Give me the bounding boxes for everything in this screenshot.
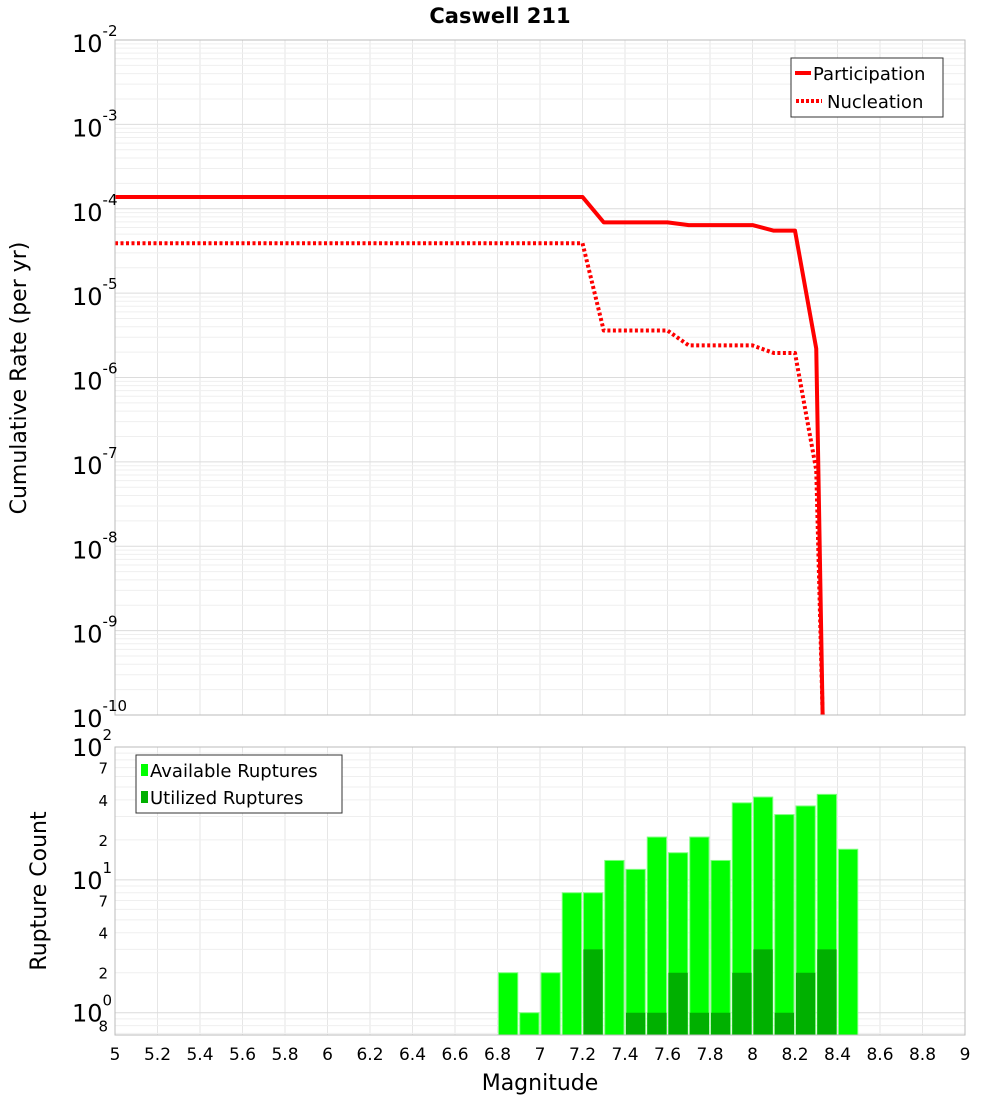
x-ticks: 5 5.2 5.4 5.6 5.8 6 6.2 6.4 6.6 6.8 7 7.2 7.4 7.6 7.8 8… [110, 1045, 971, 1065]
bar-available [710, 859, 731, 1036]
y-tick-exponent: -8 [103, 528, 118, 546]
x-tick-label: 7.8 [696, 1045, 723, 1065]
y-tick-label: 10-4 [72, 191, 118, 227]
bottom-legend: Available Ruptures Utilized Ruptures [135, 754, 343, 814]
y-tick-exponent: -5 [103, 275, 118, 293]
y-tick-exponent: 2 [103, 726, 113, 744]
x-tick-label: 6.8 [484, 1045, 511, 1065]
y-tick-exponent: -6 [103, 360, 118, 378]
bar-available [774, 814, 795, 1036]
x-label: Magnitude [482, 1071, 599, 1096]
series-line-participation [115, 194, 825, 716]
y-tick-label: 4 [98, 792, 108, 810]
bar-available [604, 859, 625, 1036]
x-tick-label: 9 [960, 1045, 971, 1065]
bottom-grid [114, 747, 966, 1035]
bottom-y-label: Rupture Count [27, 811, 52, 971]
y-tick-label: 4 [98, 925, 108, 943]
bar-available [498, 972, 519, 1036]
top-legend: Participation Nucleation [790, 57, 944, 118]
y-tick-exponent: -4 [103, 191, 118, 209]
y-tick-exponent: -3 [103, 106, 118, 124]
x-tick-label: 6.4 [399, 1045, 426, 1065]
top-grid [114, 40, 966, 716]
legend-swatch-utilized [141, 791, 148, 803]
y-tick-label: 10-2 [72, 22, 118, 58]
y-tick-exponent: 1 [103, 859, 113, 877]
bar-utilized [647, 1012, 667, 1035]
x-tick-label: 6.6 [441, 1045, 468, 1065]
y-tick-exponent: -10 [103, 697, 128, 715]
y-tick-label: 8 [98, 1018, 108, 1036]
bar-utilized [753, 949, 773, 1035]
bar-utilized [732, 972, 752, 1035]
y-tick-label: 10-5 [72, 275, 118, 311]
top-plot-frame [114, 39, 966, 716]
x-tick-label: 5.8 [271, 1045, 298, 1065]
y-tick-exponent: -2 [103, 22, 118, 40]
x-tick-label: 5.2 [144, 1045, 171, 1065]
x-tick-label: 5.6 [229, 1045, 256, 1065]
x-tick-label: 6.2 [356, 1045, 383, 1065]
bar-utilized [626, 1012, 646, 1035]
x-tick-label: 5 [110, 1045, 121, 1065]
x-tick-label: 8.8 [909, 1045, 936, 1065]
bar-utilized [583, 949, 603, 1035]
x-tick-label: 7 [535, 1045, 546, 1065]
y-tick-label: 10-8 [72, 528, 118, 564]
bar-available [646, 836, 667, 1036]
y-tick-label: 2 [98, 832, 108, 850]
y-tick-exponent: -7 [103, 444, 118, 462]
bar-available [689, 836, 710, 1036]
bar-available [540, 972, 561, 1036]
y-tick-label: 10-9 [72, 613, 118, 649]
series-line-nucleation [115, 241, 825, 716]
x-tick-label: 7.2 [569, 1045, 596, 1065]
bottom-plot-frame [114, 746, 966, 1036]
legend-label-nucleation: Nucleation [827, 92, 923, 113]
y-tick-label: 10-3 [72, 106, 118, 142]
y-tick-label: 2 [98, 965, 108, 983]
y-tick-label: 101 [72, 859, 112, 895]
bar-utilized [711, 1012, 731, 1035]
bar-utilized [796, 972, 816, 1035]
x-tick-label: 6 [322, 1045, 333, 1065]
y-tick-label: 10-7 [72, 444, 118, 480]
x-tick-label: 8 [747, 1045, 758, 1065]
bar-utilized [689, 1012, 709, 1035]
bar-available [838, 848, 859, 1036]
lines [115, 194, 825, 716]
chart-title: Caswell 211 [429, 4, 570, 28]
x-tick-label: 8.6 [866, 1045, 893, 1065]
legend-label-available: Available Ruptures [150, 761, 318, 782]
bar-utilized [668, 972, 688, 1035]
top-y-label: Cumulative Rate (per yr) [7, 242, 32, 515]
y-tick-label: 10-6 [72, 360, 118, 396]
y-tick-exponent: -9 [103, 613, 118, 631]
x-tick-label: 8.2 [781, 1045, 808, 1065]
legend-label-participation: Participation [813, 64, 925, 85]
legend-swatch-available [141, 764, 148, 776]
bar-available [519, 1012, 540, 1036]
x-tick-label: 8.4 [824, 1045, 851, 1065]
bar-utilized [817, 949, 837, 1035]
y-tick-label: 7 [98, 760, 108, 778]
x-tick-label: 7.6 [654, 1045, 681, 1065]
x-tick-label: 5.4 [186, 1045, 213, 1065]
bars [498, 793, 859, 1036]
bar-available [625, 868, 646, 1036]
bar-utilized [774, 1012, 794, 1035]
y-tick-label: 7 [98, 892, 108, 910]
legend-label-utilized: Utilized Ruptures [150, 788, 303, 809]
bar-available [561, 892, 582, 1036]
y-tick-exponent: 0 [103, 992, 113, 1010]
x-tick-label: 7.4 [611, 1045, 638, 1065]
